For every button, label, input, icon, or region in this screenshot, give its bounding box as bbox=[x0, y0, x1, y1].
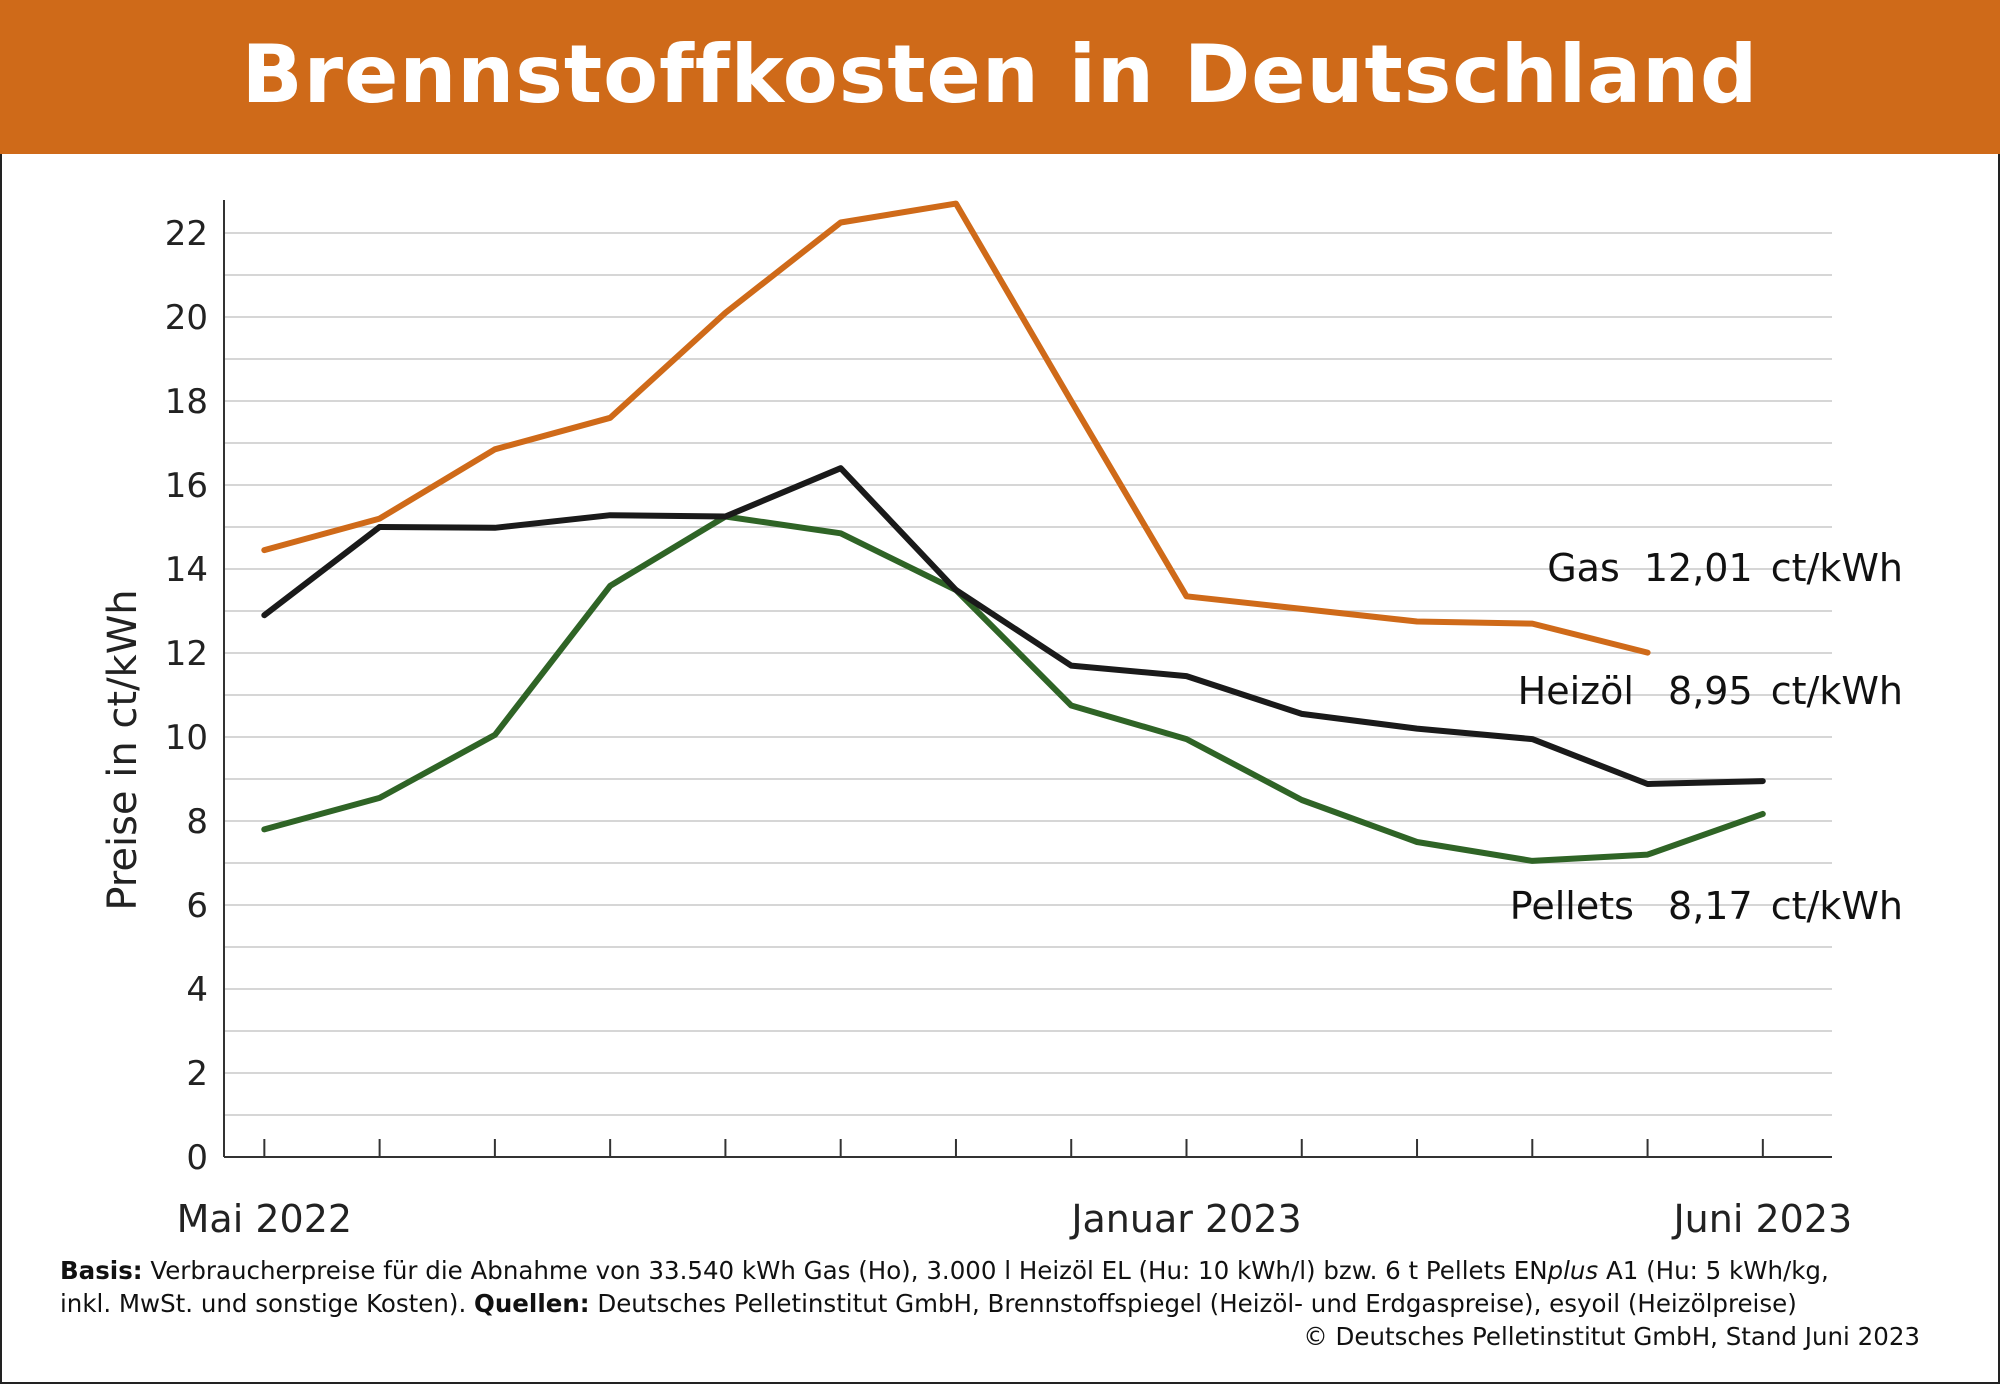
y-tick-label: 6 bbox=[186, 886, 208, 926]
y-tick-label: 4 bbox=[186, 970, 208, 1010]
series-label-heizoel-name: Heizöl bbox=[1518, 669, 1634, 713]
series-label-pellets-unit: ct/kWh bbox=[1771, 884, 1903, 928]
line-chart: 0 2 4 6 8 10 12 14 16 18 20 22 Mai 2022 Januar 2023 J… bbox=[100, 200, 1903, 1241]
basis-text: Verbraucherpreise für die Abnahme von 33… bbox=[142, 1256, 1548, 1285]
x-tick-label: Januar 2023 bbox=[1069, 1197, 1301, 1241]
series-label-heizoel-value: 8,95 bbox=[1668, 669, 1753, 713]
title-banner bbox=[0, 0, 2000, 154]
chart-title: Brennstoffkosten in Deutschland bbox=[241, 28, 1759, 121]
series-label-pellets-value: 8,17 bbox=[1668, 884, 1753, 928]
sources-text: Deutsches Pelletinstitut GmbH, Brennstof… bbox=[589, 1289, 1797, 1318]
y-tick-label: 20 bbox=[165, 298, 208, 338]
y-tick-label: 0 bbox=[186, 1138, 208, 1178]
y-tick-label: 14 bbox=[165, 550, 208, 590]
series-line-heizoel bbox=[261, 465, 1766, 787]
series-line-pellets bbox=[261, 513, 1766, 864]
grid-lines bbox=[224, 232, 1832, 1116]
series-label-heizoel: Heizöl 8,95 ct/kWh bbox=[1518, 669, 1903, 713]
y-tick-label: 18 bbox=[165, 382, 208, 422]
footer-line-2: inkl. MwSt. und sonstige Kosten). Quelle… bbox=[60, 1287, 1920, 1320]
y-axis-title: Preise in ct/kWh bbox=[100, 589, 146, 910]
x-tick-label: Juni 2023 bbox=[1671, 1197, 1852, 1241]
y-tick-label: 2 bbox=[186, 1054, 208, 1094]
y-tick-label: 10 bbox=[165, 718, 208, 758]
y-tick-label: 12 bbox=[165, 634, 208, 674]
series-label-gas: Gas 12,01 ct/kWh bbox=[1547, 546, 1903, 590]
series-lines bbox=[261, 200, 1766, 864]
y-tick-label: 16 bbox=[165, 466, 208, 506]
footer-line-2-text: inkl. MwSt. und sonstige Kosten). bbox=[60, 1289, 475, 1318]
basis-italic: plus bbox=[1547, 1256, 1599, 1285]
y-tick-label: 8 bbox=[186, 802, 208, 842]
basis-label: Basis: bbox=[60, 1256, 143, 1285]
x-tick-label: Mai 2022 bbox=[177, 1197, 352, 1241]
axes bbox=[223, 200, 1832, 1158]
sources-label: Quellen: bbox=[474, 1289, 590, 1318]
y-tick-label: 22 bbox=[165, 214, 208, 254]
series-label-pellets: Pellets 8,17 ct/kWh bbox=[1510, 884, 1903, 928]
series-label-gas-name: Gas bbox=[1547, 546, 1620, 590]
basis-text-2: A1 (Hu: 5 kWh/kg, bbox=[1598, 1256, 1829, 1285]
footer-line-1: Basis: Verbraucherpreise für die Abnahme… bbox=[60, 1254, 1920, 1287]
y-tick-labels: 0 2 4 6 8 10 12 14 16 18 20 22 bbox=[165, 214, 208, 1178]
footer-notes: Basis: Verbraucherpreise für die Abnahme… bbox=[60, 1254, 1920, 1353]
x-ticks: Mai 2022 Januar 2023 Juni 2023 bbox=[177, 1139, 1852, 1241]
series-line-gas bbox=[261, 200, 1651, 656]
series-label-heizoel-unit: ct/kWh bbox=[1771, 669, 1903, 713]
series-label-gas-unit: ct/kWh bbox=[1771, 546, 1903, 590]
series-label-pellets-name: Pellets bbox=[1510, 884, 1634, 928]
series-label-gas-value: 12,01 bbox=[1644, 546, 1753, 590]
copyright: © Deutsches Pelletinstitut GmbH, Stand J… bbox=[1303, 1322, 1920, 1351]
